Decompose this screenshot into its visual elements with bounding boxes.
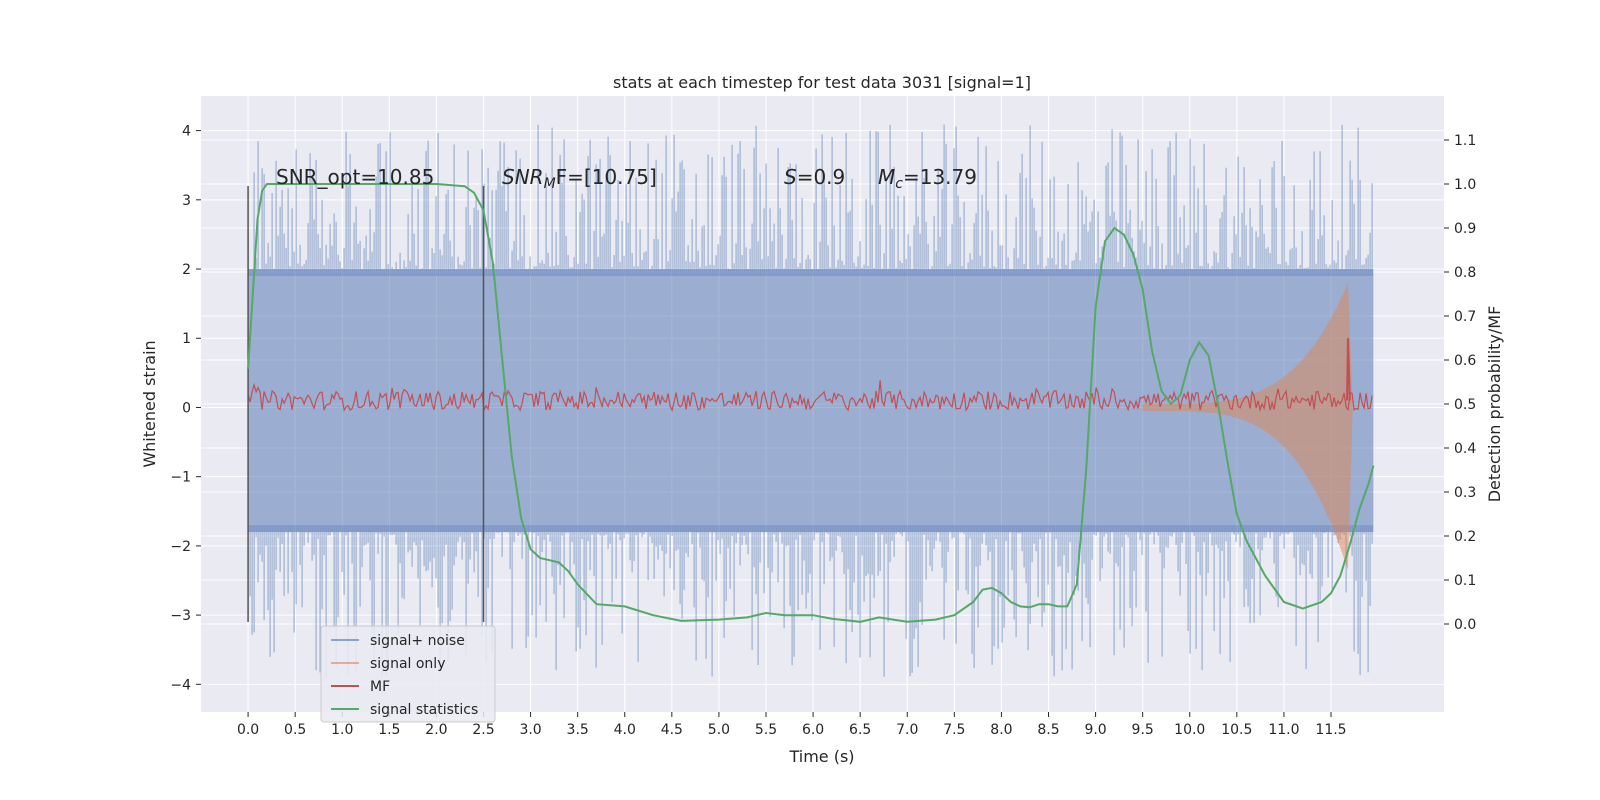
x-axis-ticks: 0.0 0.5 1.0 1.5 2.0 2.5 3.0 3.5 4.0 4.5 5.0 5.5 6.0 6… <box>237 712 1347 738</box>
right-y-tick-label: 0.0 <box>1454 617 1476 633</box>
legend-label-signal-statistics: signal statistics <box>370 702 478 718</box>
mc-symbol: M <box>878 165 895 189</box>
right-y-tick-label: 0.1 <box>1454 573 1476 589</box>
snr-mf-value: F=[10.75] <box>556 165 657 189</box>
x-tick-label: 11.5 <box>1315 722 1346 738</box>
legend: signal+ noise signal only MF signal stat… <box>320 625 496 723</box>
right-y-tick-label: 1.1 <box>1454 133 1476 149</box>
mf-trace <box>247 380 1373 413</box>
right-y-tick-label: 0.7 <box>1454 309 1476 325</box>
annotation-s: S=0.9 <box>784 165 845 189</box>
legend-label-signal-only: signal only <box>370 656 445 672</box>
x-tick-label: 9.5 <box>1132 722 1154 738</box>
snr-mf-symbol: SNR <box>502 165 544 189</box>
annotation-mc: Mc=13.79 <box>878 165 977 192</box>
x-axis-label: Time (s) <box>788 747 854 766</box>
y-tick-label: 2 <box>182 262 191 278</box>
x-tick-label: 7.5 <box>943 722 965 738</box>
right-y-tick-label: 0.2 <box>1454 529 1476 545</box>
x-tick-label: 7.0 <box>896 722 918 738</box>
x-tick-label: 11.0 <box>1268 722 1299 738</box>
x-tick-label: 10.0 <box>1174 722 1205 738</box>
x-tick-label: 4.5 <box>661 722 683 738</box>
legend-box <box>320 625 496 723</box>
y-tick-label: −4 <box>170 677 191 693</box>
right-y-tick-label: 0.8 <box>1454 265 1476 281</box>
x-tick-label: 2.5 <box>472 722 494 738</box>
x-tick-label: 1.0 <box>331 722 353 738</box>
y-tick-label: 4 <box>182 124 191 140</box>
x-tick-label: 1.5 <box>378 722 400 738</box>
snr-mf-subscript: M <box>544 176 556 192</box>
chart-title: stats at each timestep for test data 303… <box>613 73 1031 92</box>
right-y-tick-label: 0.5 <box>1454 397 1476 413</box>
mc-value: =13.79 <box>903 165 977 189</box>
x-tick-label: 6.5 <box>849 722 871 738</box>
right-y-tick-label: 0.6 <box>1454 353 1476 369</box>
y-tick-label: 3 <box>182 193 191 209</box>
s-symbol: S <box>784 165 797 189</box>
right-y-tick-label: 0.4 <box>1454 441 1476 457</box>
x-tick-label: 5.0 <box>708 722 730 738</box>
right-y-axis-label: Detection probability/MF <box>1485 306 1504 503</box>
right-y-tick-label: 0.9 <box>1454 221 1476 237</box>
s-value: =0.9 <box>797 165 846 189</box>
x-tick-label: 10.5 <box>1221 722 1252 738</box>
signal-only-series <box>1142 282 1353 571</box>
y-tick-label: 1 <box>182 331 191 347</box>
x-tick-label: 3.0 <box>519 722 541 738</box>
x-tick-label: 0.0 <box>237 722 259 738</box>
x-tick-label: 3.5 <box>567 722 589 738</box>
y-tick-label: −1 <box>170 470 191 486</box>
vertical-markers <box>247 185 485 623</box>
mf-series <box>247 338 1373 413</box>
x-tick-label: 2.0 <box>425 722 447 738</box>
left-y-axis-ticks: 4 3 2 1 0 −1 −2 −3 −4 <box>170 124 201 693</box>
mf-peak <box>1346 338 1351 401</box>
right-y-tick-label: 0.3 <box>1454 485 1476 501</box>
signal-statistics-line <box>247 183 1375 623</box>
y-axis-label: Whitened strain <box>140 340 159 467</box>
x-tick-label: 5.5 <box>755 722 777 738</box>
legend-label-signal-noise: signal+ noise <box>370 633 465 649</box>
y-tick-label: 0 <box>182 400 191 416</box>
y-tick-label: −2 <box>170 539 191 555</box>
annotation-snr-opt: SNR_opt=10.85 <box>276 165 434 189</box>
signal-envelope <box>1142 282 1353 571</box>
y-tick-label: −3 <box>170 608 191 624</box>
x-tick-label: 4.0 <box>614 722 636 738</box>
legend-label-mf: MF <box>370 679 390 695</box>
x-tick-label: 8.5 <box>1037 722 1059 738</box>
right-y-axis-ticks: 1.1 1.0 0.9 0.8 0.7 0.6 0.5 0.4 0.3 0.2 0.1 0.0 <box>1444 133 1476 633</box>
annotation-snr-mf: SNRMF=[10.75] <box>502 165 657 192</box>
right-y-tick-label: 1.0 <box>1454 177 1476 193</box>
x-tick-label: 6.0 <box>802 722 824 738</box>
x-tick-label: 0.5 <box>284 722 306 738</box>
x-tick-label: 9.0 <box>1084 722 1106 738</box>
x-tick-label: 8.0 <box>990 722 1012 738</box>
mc-subscript: c <box>895 176 903 192</box>
